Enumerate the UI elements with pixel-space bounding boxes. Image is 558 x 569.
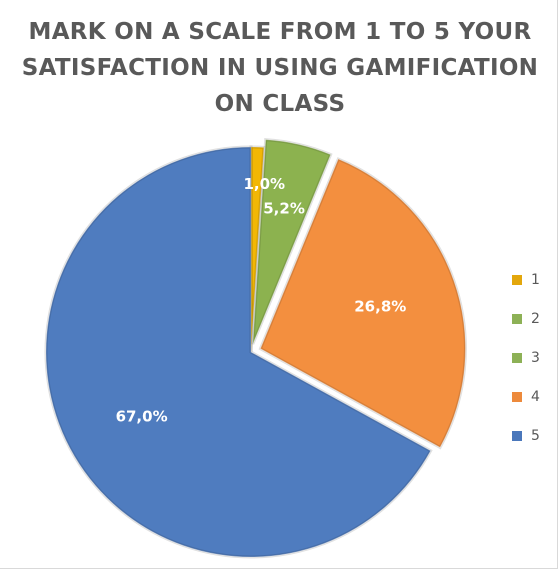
legend-item: 3 [512, 338, 556, 377]
pie-slice-edge-4 [259, 158, 466, 449]
pie-slice-3 [251, 138, 333, 345]
legend-item: 2 [512, 299, 556, 338]
chart-legend: 1 2 3 4 5 [512, 260, 556, 455]
legend-label: 2 [531, 310, 540, 327]
legend-item: 5 [512, 416, 556, 455]
legend-label: 1 [531, 271, 540, 288]
legend-swatch-5 [512, 430, 522, 441]
data-label-5: 67,0% [116, 408, 168, 426]
pie-slice-4 [258, 157, 467, 450]
data-label-3: 5,2% [263, 199, 305, 217]
legend-swatch-3 [512, 352, 522, 363]
pie-slice-edge-5 [45, 146, 432, 558]
pie-slice-1 [249, 145, 266, 353]
legend-label: 4 [531, 388, 540, 405]
pie-labels: 1,0% 5,2% 26,8% 67,0% [116, 175, 407, 426]
legend-swatch-1 [512, 274, 522, 285]
legend-swatch-4 [512, 391, 522, 402]
legend-item: 4 [512, 377, 556, 416]
pie-slice-5 [44, 145, 433, 559]
chart-title: MARK ON A SCALE FROM 1 TO 5 YOUR SATISFA… [21, 19, 539, 117]
pie-slices [44, 138, 467, 559]
legend-label: 3 [531, 349, 540, 366]
legend-item: 1 [512, 260, 556, 299]
legend-swatch-2 [512, 313, 522, 324]
pie-slice-edge-3 [252, 139, 332, 345]
legend-label: 5 [531, 427, 540, 444]
data-label-1: 1,0% [243, 175, 285, 193]
data-label-4: 26,8% [354, 297, 406, 315]
pie-slice-edge-1 [250, 146, 265, 353]
